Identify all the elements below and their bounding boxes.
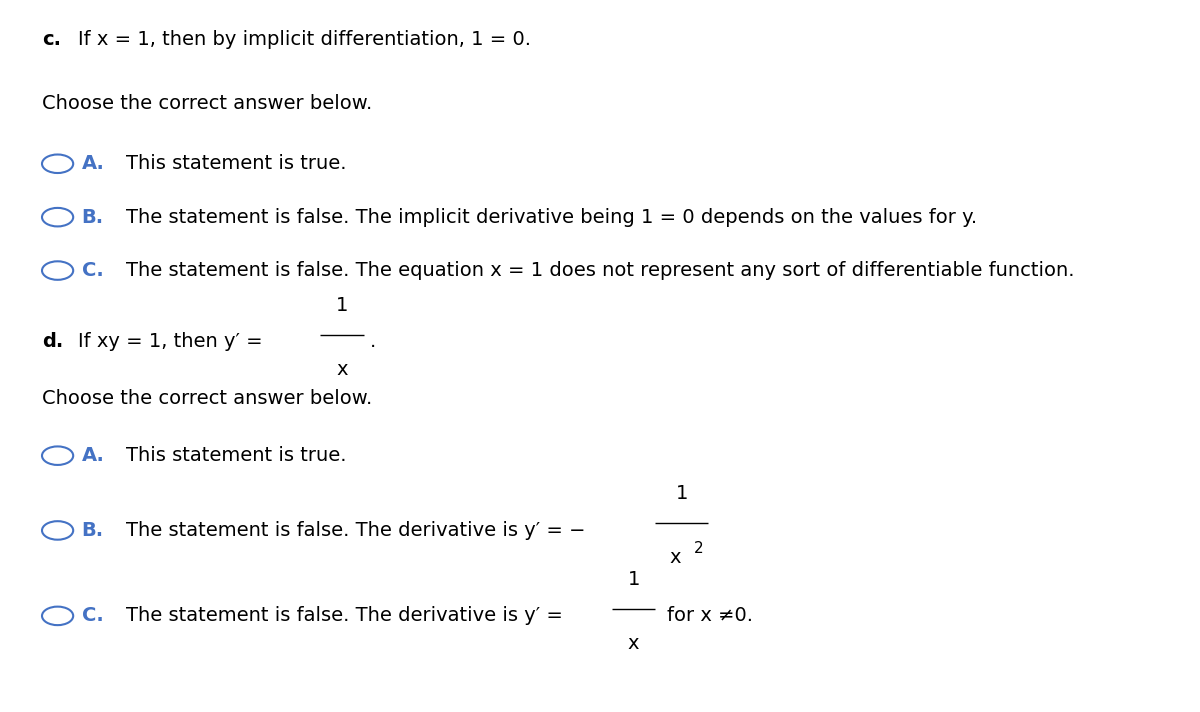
Text: This statement is true.: This statement is true. [126,446,347,465]
Text: C.: C. [82,607,103,625]
Text: The statement is false. The derivative is y′ = −: The statement is false. The derivative i… [126,521,586,540]
Text: 1: 1 [628,570,640,589]
Text: x: x [336,360,348,379]
Text: This statement is true.: This statement is true. [126,155,347,173]
Text: Choose the correct answer below.: Choose the correct answer below. [42,94,372,112]
Text: x: x [628,634,640,653]
Text: C.: C. [82,261,103,280]
Text: d.: d. [42,333,64,351]
Text: 1: 1 [336,295,348,315]
Text: for x ≠0.: for x ≠0. [667,607,754,625]
Text: The statement is false. The implicit derivative being 1 = 0 depends on the value: The statement is false. The implicit der… [126,208,977,226]
Text: .: . [370,333,376,351]
Text: x: x [670,548,682,567]
Text: The statement is false. The equation x = 1 does not represent any sort of differ: The statement is false. The equation x =… [126,261,1074,280]
Text: 2: 2 [694,541,703,556]
Text: B.: B. [82,521,103,540]
Text: The statement is false. The derivative is y′ =: The statement is false. The derivative i… [126,607,569,625]
Text: B.: B. [82,208,103,226]
Text: If xy = 1, then y′ =: If xy = 1, then y′ = [78,333,269,351]
Text: If x = 1, then by implicit differentiation, 1 = 0.: If x = 1, then by implicit differentiati… [78,30,530,48]
Text: A.: A. [82,155,104,173]
Text: c.: c. [42,30,61,48]
Text: Choose the correct answer below.: Choose the correct answer below. [42,389,372,408]
Text: A.: A. [82,446,104,465]
Text: 1: 1 [676,484,688,503]
